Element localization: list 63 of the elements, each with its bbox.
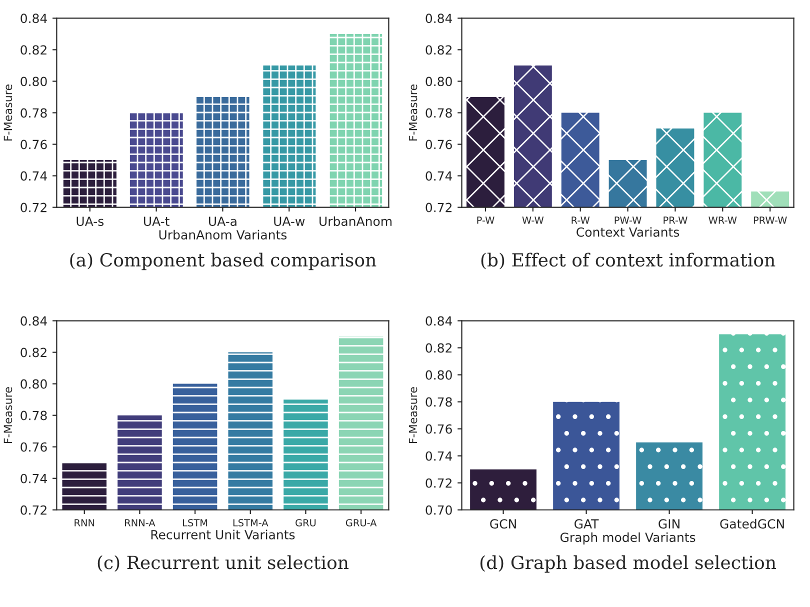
x-tick-label: UA-a <box>209 216 236 226</box>
y-tick-label: 0.74 <box>20 171 47 181</box>
x-axis-title: Recurrent Unit Variants <box>151 530 295 540</box>
x-tick-label: LSTM-A <box>233 519 268 526</box>
text: (d) Graph based model selection <box>480 555 776 573</box>
y-tick-label: 0.82 <box>20 45 46 55</box>
x-tick-label: PRW-W <box>754 216 787 224</box>
y-tick-label: 0.84 <box>426 316 452 326</box>
y-tick-label: 0.78 <box>426 397 452 407</box>
text: (a) Component based comparison <box>70 252 376 270</box>
x-tick-label: GRU-A <box>346 519 377 526</box>
y-tick-label: 0.76 <box>426 140 452 150</box>
y-tick-label: 0.82 <box>426 343 452 353</box>
y-tick-label: 0.78 <box>426 108 452 118</box>
x-axis-title: Graph model Variants <box>560 532 696 544</box>
y-tick-label: 0.78 <box>20 108 47 118</box>
x-tick-label: WR-W <box>708 216 737 224</box>
text: (b) Effect of context information <box>481 252 776 270</box>
text: (c) Recurrent unit selection <box>98 555 349 572</box>
x-tick-label: R-W <box>572 216 590 224</box>
x-tick-label: GAT <box>574 519 599 529</box>
x-tick-label: PR-W <box>664 216 688 224</box>
x-tick-label: GCN <box>490 519 516 529</box>
y-tick-label: 0.74 <box>426 171 452 181</box>
y-tick-label: 0.70 <box>426 505 452 515</box>
y-tick-label: 0.84 <box>20 316 47 326</box>
y-axis-title: F-Measure <box>408 387 418 444</box>
x-tick-label: W-W <box>522 216 544 224</box>
y-tick-label: 0.82 <box>20 348 46 358</box>
x-tick-label: PW-W <box>614 216 642 224</box>
x-tick-label: UA-s <box>76 216 104 226</box>
y-tick-label: 0.76 <box>426 424 452 434</box>
x-tick-label: RNN <box>74 519 94 526</box>
y-tick-label: 0.76 <box>20 140 47 150</box>
x-tick-label: LSTM <box>183 519 208 526</box>
y-tick-label: 0.72 <box>426 478 452 488</box>
y-tick-label: 0.78 <box>20 410 47 420</box>
y-tick-label: 0.80 <box>20 379 47 389</box>
y-tick-label: 0.80 <box>20 76 47 86</box>
y-tick-label: 0.74 <box>20 474 47 484</box>
y-tick-label: 0.82 <box>426 45 452 55</box>
x-axis-title: UrbanAnom Variants <box>159 230 287 240</box>
x-tick-label: UrbanAnom <box>320 216 392 226</box>
y-tick-label: 0.76 <box>20 442 47 452</box>
y-tick-label: 0.74 <box>426 451 452 461</box>
y-tick-label: 0.72 <box>426 202 452 212</box>
y-tick-label: 0.84 <box>426 14 452 24</box>
x-tick-label: UA-w <box>274 216 305 226</box>
y-tick-label: 0.84 <box>20 14 47 24</box>
x-tick-label: GIN <box>658 519 680 529</box>
x-tick-label: GatedGCN <box>720 518 784 529</box>
y-tick-label: 0.80 <box>426 76 452 86</box>
y-axis-title: F-Measure <box>4 387 12 444</box>
x-tick-label: UA-t <box>144 216 170 226</box>
y-axis-title: F-Measure <box>4 84 12 140</box>
x-tick-label: P-W <box>477 216 494 224</box>
y-tick-label: 0.72 <box>20 505 46 515</box>
y-tick-label: 0.72 <box>20 202 46 212</box>
y-tick-label: 0.80 <box>426 370 452 380</box>
y-axis-title: F-Measure <box>408 84 418 140</box>
x-axis-title: Context Variants <box>576 227 680 237</box>
x-tick-label: RNN-A <box>125 519 156 526</box>
x-tick-label: GRU <box>296 519 316 526</box>
